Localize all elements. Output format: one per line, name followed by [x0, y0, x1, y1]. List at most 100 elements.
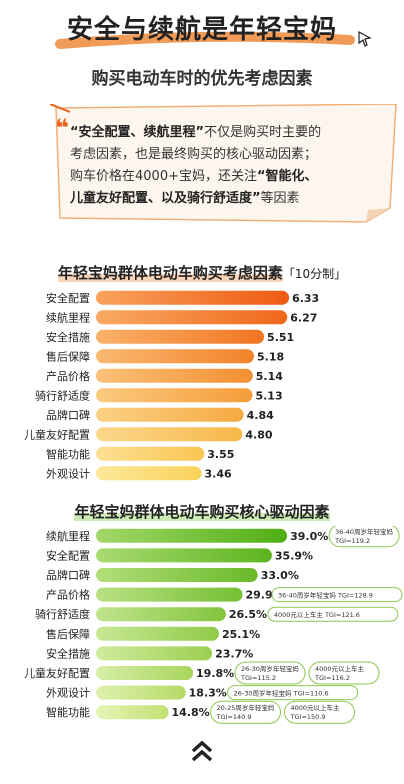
bar [96, 548, 272, 563]
value-label: 6.27 [290, 311, 317, 324]
category-label: 安全措施 [46, 646, 90, 660]
bar [96, 427, 243, 442]
bar [96, 587, 243, 602]
tgi-annotation-text: 36-40周岁年轻宝妈 [335, 527, 393, 536]
bar [96, 607, 226, 622]
tgi-annotation-box [227, 685, 359, 701]
tgi-annotation-box [328, 526, 400, 548]
value-label: 5.13 [255, 389, 282, 402]
bar [96, 310, 288, 325]
note-text-3: 购车价格在4000+宝妈，还关注 [70, 169, 257, 184]
chart2-title: 年轻宝妈群体电动车购买核心驱动因素 [74, 503, 330, 521]
category-label: 骑行舒适度 [35, 388, 90, 402]
chart1-title: 年轻宝妈群体电动车购买考虑因素 [57, 264, 283, 282]
tgi-annotation-text: 20-25周岁年轻宝妈 [217, 703, 275, 712]
tgi-annotation-box [210, 700, 282, 724]
value-label: 3.55 [207, 448, 234, 461]
value-label: 35.9% [275, 549, 313, 562]
note-text-4: 等因素 [260, 191, 300, 206]
note-text-1: 不仅是购买时主要的 [204, 125, 322, 140]
category-label: 安全配置 [46, 548, 90, 562]
value-label: 14.8% [172, 706, 210, 719]
value-label: 6.33 [292, 292, 319, 305]
value-label: 18.3% [189, 687, 227, 700]
note-text-2: 考虑因素，也是最终购买的核心驱动因素； [70, 147, 318, 162]
category-label: 续航里程 [46, 529, 90, 543]
value-label: 33.0% [261, 569, 299, 582]
bar [96, 466, 202, 481]
category-label: 售后保障 [46, 627, 90, 641]
bar [96, 368, 253, 383]
summary-note: ❝ “安全配置、续航里程”不仅是购买时主要的 考虑因素，也是最终购买的核心驱动因… [50, 104, 404, 224]
bar [96, 626, 219, 641]
category-label: 产品价格 [46, 369, 90, 383]
tgi-annotation-text: 26-30周岁年轻宝妈 TGI=110.6 [234, 689, 329, 698]
bar [96, 407, 244, 422]
bar [96, 568, 258, 582]
value-label: 5.51 [267, 331, 294, 344]
value-label: 39.0% [290, 530, 328, 543]
category-label: 智能功能 [46, 447, 90, 461]
bar [96, 349, 254, 364]
tgi-annotation-text: TGI=119.2 [334, 537, 370, 545]
bar [96, 329, 265, 344]
value-label: 3.46 [205, 467, 232, 480]
tgi-annotation-box [267, 606, 399, 622]
tgi-annotation-text: TGI=116.2 [314, 674, 350, 682]
bar [96, 528, 288, 543]
value-label: 4.80 [245, 428, 272, 441]
category-label: 外观设计 [46, 687, 90, 700]
category-label: 安全措施 [46, 330, 90, 344]
value-label: 26.5% [229, 608, 267, 621]
page-title: 安全与续航是年轻宝妈 [66, 15, 337, 45]
tgi-annotation-box [271, 587, 403, 603]
note-highlight-3: 儿童友好配置、以及骑行舒适度” [70, 191, 261, 206]
category-label: 骑行舒适度 [35, 607, 90, 621]
value-label: 23.7% [215, 647, 253, 660]
tgi-annotation-box [308, 661, 380, 685]
category-label: 儿童友好配置 [24, 666, 90, 680]
value-label: 25.1% [222, 628, 260, 641]
tgi-annotation-text: 26-30周岁年轻宝妈 [241, 664, 299, 673]
category-label: 产品价格 [46, 588, 90, 602]
bar [96, 705, 169, 720]
category-label: 儿童友好配置 [24, 427, 90, 441]
scroll-up-icon[interactable] [190, 740, 214, 762]
note-highlight-2: “智能化、 [256, 169, 318, 184]
bar [96, 446, 205, 461]
value-label: 19.8% [196, 667, 234, 680]
value-label: 4.84 [247, 409, 274, 422]
category-label: 品牌口碑 [46, 408, 90, 422]
category-label: 售后保障 [46, 349, 90, 363]
bar [96, 290, 290, 305]
bar [96, 388, 253, 403]
category-label: 安全配置 [46, 291, 90, 305]
category-label: 外观设计 [46, 467, 90, 480]
tgi-annotation-text: TGI=115.2 [240, 674, 276, 682]
tgi-annotation-text: 36-40周岁年轻宝妈 TGI=128.9 [278, 591, 373, 600]
tgi-annotation-text: 4000元以上车主 [291, 703, 341, 712]
title-swoosh-decoration [55, 31, 355, 49]
category-label: 品牌口碑 [46, 568, 90, 582]
bar [96, 646, 213, 661]
note-highlight-1: “安全配置、续航里程” [70, 125, 205, 140]
chart-driving-factors: 续航里程 39.0%安全配置 35.9%品牌口碑 33.0%产品价格 29.9%骑行舒适… [24, 526, 403, 724]
cursor-icon [358, 30, 372, 47]
tgi-annotation-text: TGI=140.9 [216, 713, 252, 721]
tgi-annotation-box [284, 700, 356, 724]
chart1-title-row: 年轻宝妈群体电动车购买考虑因素「10分制」 [0, 262, 404, 283]
chart-consideration-factors: 安全配置 6.33 续航里程 6.27 安全措施 5.51 售后保障 5.18 产品价格 5.14… [24, 290, 319, 481]
category-label: 续航里程 [46, 310, 90, 324]
bar [96, 666, 194, 680]
chart1-unit: 「10分制」 [282, 267, 347, 281]
chart2-title-row: 年轻宝妈群体电动车购买核心驱动因素 [0, 501, 404, 522]
value-label: 5.18 [257, 350, 284, 363]
quote-mark-icon: ❝ [55, 114, 70, 142]
category-label: 智能功能 [46, 705, 90, 719]
tgi-annotation-box [234, 661, 306, 685]
title-block: 安全与续航是年轻宝妈 [0, 10, 404, 50]
tgi-annotation-text: 4000元以上车主 TGI=121.6 [274, 610, 360, 619]
value-label: 5.14 [256, 370, 283, 383]
note-text: “安全配置、续航里程”不仅是购买时主要的 考虑因素，也是最终购买的核心驱动因素；… [70, 122, 370, 210]
tgi-annotation-text: 4000元以上车主 [315, 664, 365, 673]
